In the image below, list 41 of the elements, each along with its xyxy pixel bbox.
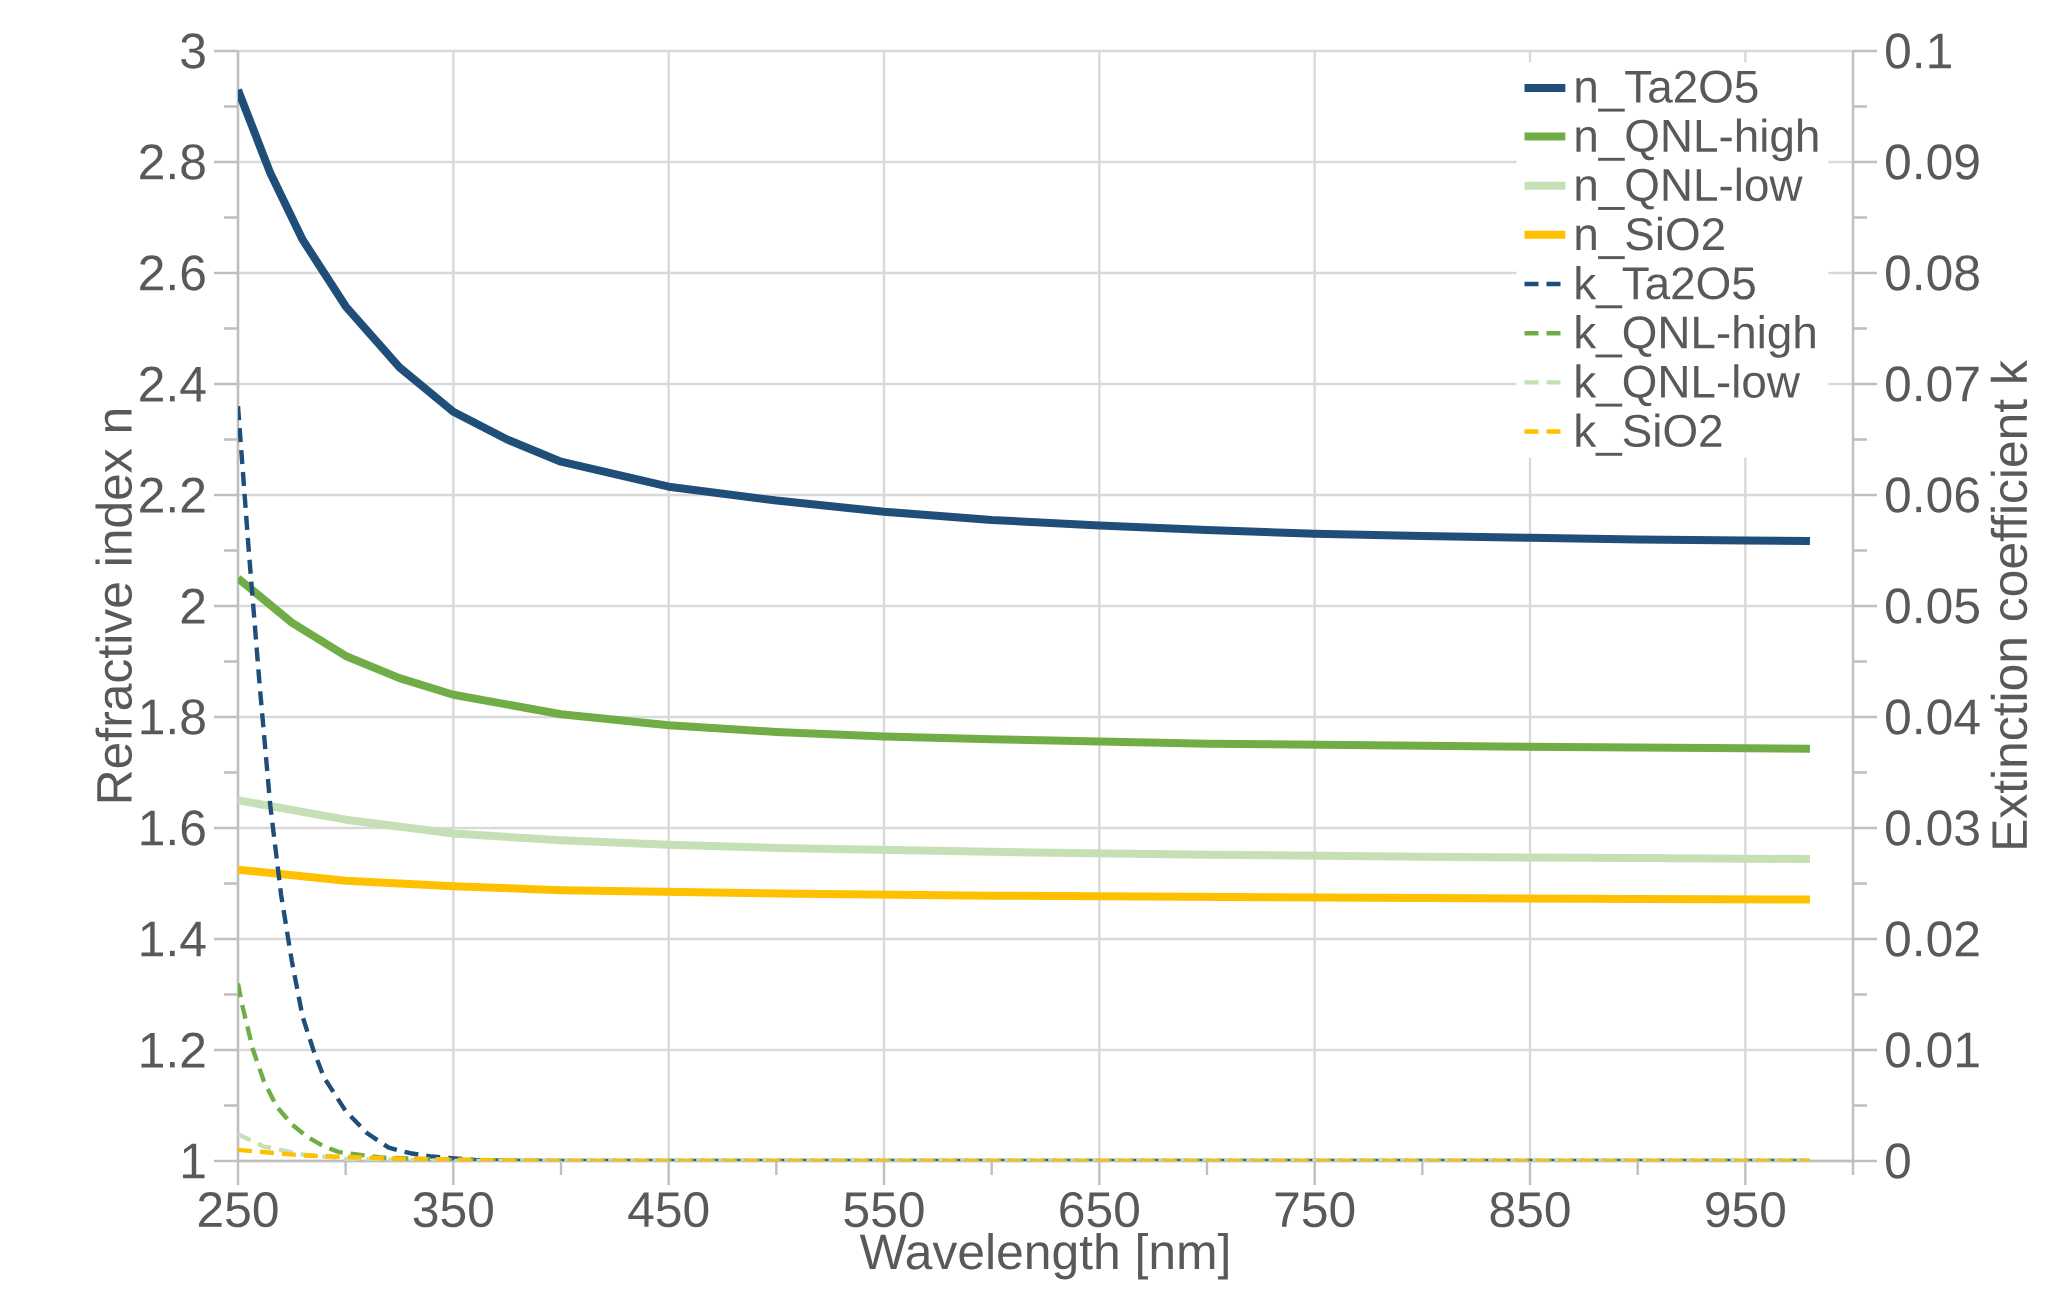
legend-label: n_Ta2O5 bbox=[1576, 70, 1758, 112]
y2-tick-label: 0.03 bbox=[1886, 810, 1979, 846]
legend-label: n_QNL-low bbox=[1576, 167, 1803, 210]
y-tick-label: 2.8 bbox=[140, 144, 205, 180]
y2-tick-label: 0.06 bbox=[1886, 477, 1979, 513]
y-tick-label: 2.2 bbox=[140, 477, 205, 513]
y2-tick-label: 0.04 bbox=[1886, 699, 1980, 735]
y-tick-label: 1.2 bbox=[141, 1032, 205, 1068]
y2-tick-label: 0.05 bbox=[1886, 588, 1979, 624]
legend-label: k_QNL-high bbox=[1576, 315, 1815, 358]
x-tick-label: 350 bbox=[413, 1192, 493, 1228]
y-tick-label: 1.4 bbox=[141, 921, 206, 957]
x-tick-label: 950 bbox=[1706, 1192, 1785, 1228]
y-tick-label: 1.6 bbox=[141, 810, 205, 846]
legend-label: k_Ta2O5 bbox=[1576, 265, 1755, 309]
x-tick-label: 250 bbox=[198, 1192, 278, 1228]
y2-tick-label: 0.08 bbox=[1886, 255, 1979, 291]
x-tick-label: 750 bbox=[1275, 1192, 1355, 1228]
y-tick-label: 2.4 bbox=[140, 366, 206, 402]
y-tick-label: 2.6 bbox=[140, 255, 205, 291]
x-axis-title: Wavelength [nm] bbox=[859, 1232, 1228, 1280]
y-tick-label: 2 bbox=[181, 588, 205, 624]
legend-label: n_QNL-high bbox=[1576, 118, 1818, 162]
y2-axis-title: Extinction coefficient k bbox=[1990, 360, 2028, 848]
y-axis-title: Refractive index n bbox=[95, 409, 133, 802]
y2-tick-label: 0.01 bbox=[1886, 1032, 1979, 1068]
y2-tick-label: 0.1 bbox=[1886, 33, 1951, 69]
y2-tick-label: 0.09 bbox=[1886, 144, 1979, 180]
x-tick-label: 650 bbox=[1060, 1192, 1139, 1228]
x-tick-label: 850 bbox=[1490, 1192, 1570, 1228]
legend-label: n_SiO2 bbox=[1576, 216, 1724, 260]
y2-tick-label: 0.07 bbox=[1886, 366, 1979, 402]
y2-tick-label: 0 bbox=[1886, 1143, 1910, 1179]
y-tick-label: 1.8 bbox=[141, 699, 205, 735]
y-tick-label: 1 bbox=[183, 1143, 205, 1179]
x-tick-label: 550 bbox=[844, 1192, 924, 1228]
y2-tick-label: 0.02 bbox=[1886, 921, 1979, 957]
x-tick-label: 450 bbox=[628, 1192, 709, 1228]
legend-label: k_SiO2 bbox=[1576, 413, 1722, 456]
y-tick-label: 3 bbox=[181, 33, 205, 69]
legend-label: k_QNL-low bbox=[1576, 364, 1801, 407]
